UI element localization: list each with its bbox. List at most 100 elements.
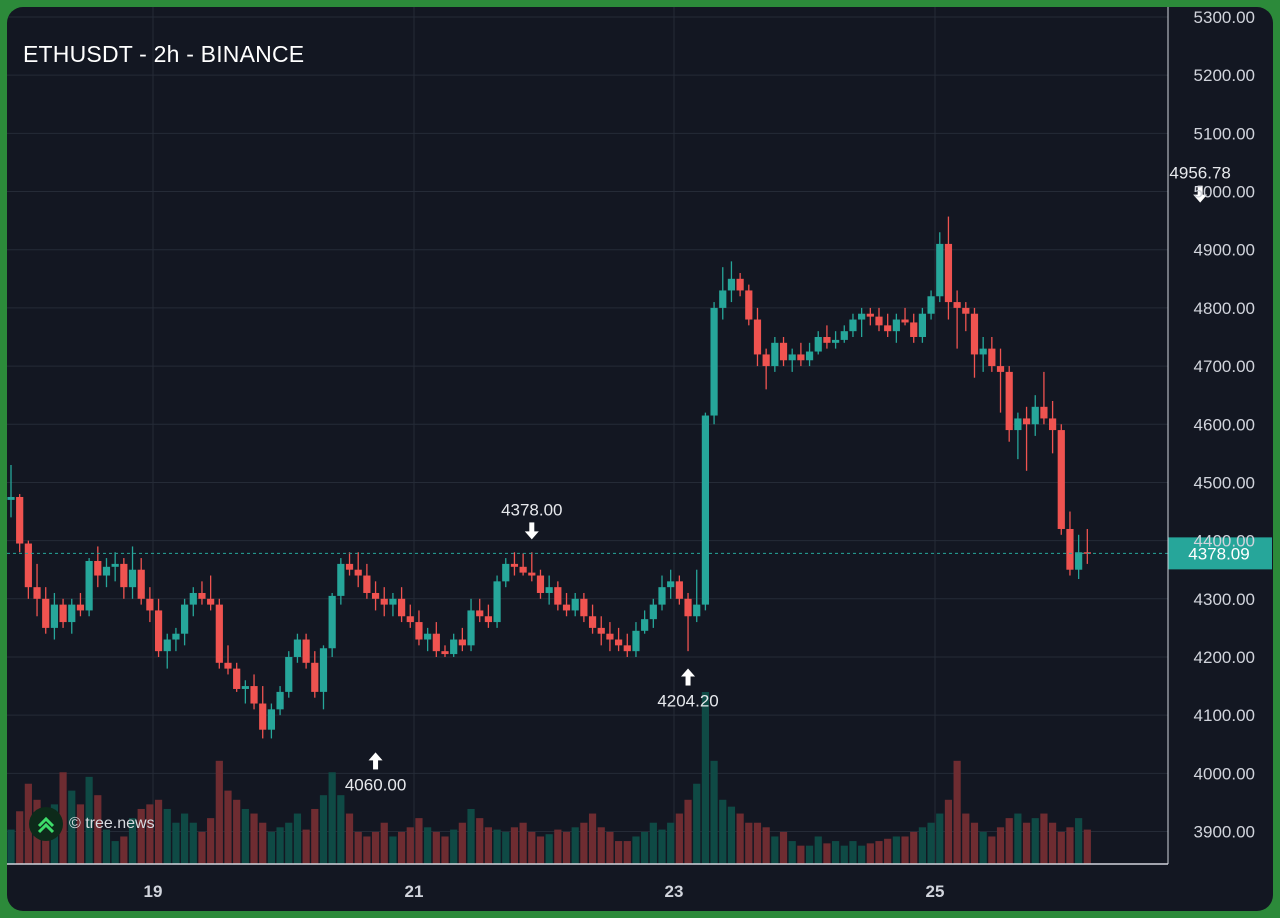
volume-bar bbox=[102, 829, 111, 864]
volume-bar bbox=[415, 818, 423, 864]
candle-body bbox=[1040, 406, 1048, 419]
volume-bar bbox=[354, 831, 362, 864]
candle-body bbox=[24, 543, 32, 588]
candle-body bbox=[224, 662, 232, 669]
volume-bar bbox=[94, 795, 102, 864]
volume-bar bbox=[606, 831, 614, 864]
volume-bar bbox=[832, 841, 840, 864]
candle-body bbox=[675, 581, 683, 599]
chart-panel: 4378.094378.004060.004204.204956.784334.… bbox=[7, 7, 1273, 911]
candle-body bbox=[406, 616, 414, 623]
candle-body bbox=[432, 633, 440, 652]
volume-bar bbox=[345, 813, 354, 864]
y-tick-label: 5300.00 bbox=[1194, 8, 1255, 27]
volume-bar bbox=[276, 827, 284, 864]
volume-bar bbox=[979, 831, 987, 864]
axes: 5300.00 5200.00 5100.00 5000.00 4900.00 4800.… bbox=[7, 7, 1255, 901]
volume-bar bbox=[1040, 813, 1048, 864]
candle-body bbox=[788, 354, 796, 361]
candle-body bbox=[528, 572, 536, 576]
volume-bar bbox=[1031, 818, 1039, 864]
volume-bar bbox=[944, 799, 953, 864]
candle-body bbox=[398, 598, 406, 617]
volume-bar bbox=[137, 808, 145, 864]
volume-bar bbox=[363, 836, 371, 864]
up-arrow-icon bbox=[685, 675, 691, 686]
volume-bar bbox=[319, 795, 328, 864]
candle-body bbox=[840, 331, 848, 340]
watermark: © tree.news bbox=[29, 807, 155, 841]
volume-bar bbox=[536, 836, 545, 864]
y-tick-label: 5100.00 bbox=[1194, 124, 1255, 143]
volume-bar bbox=[493, 829, 501, 864]
candle-body bbox=[59, 604, 67, 623]
volume-bar bbox=[380, 822, 388, 864]
candle-body bbox=[146, 598, 154, 611]
candle-body bbox=[536, 575, 545, 593]
volume-bar bbox=[554, 829, 562, 864]
candle-body bbox=[380, 598, 388, 605]
volume-bar bbox=[953, 760, 961, 864]
volume-bar bbox=[693, 783, 701, 864]
volume-bar bbox=[267, 831, 275, 864]
candle-body bbox=[424, 633, 432, 640]
candle-body bbox=[797, 354, 805, 361]
y-tick-label: 4900.00 bbox=[1194, 241, 1255, 260]
candle-body bbox=[1057, 430, 1065, 529]
volume-bar bbox=[189, 822, 197, 864]
y-tick-label: 5000.00 bbox=[1194, 183, 1255, 202]
y-tick-label: 4400.00 bbox=[1194, 532, 1255, 551]
candle-body bbox=[866, 313, 874, 317]
candle-body bbox=[259, 703, 267, 730]
candle-body bbox=[484, 616, 492, 623]
candle-body bbox=[805, 351, 814, 361]
volume-bar bbox=[510, 827, 519, 864]
volume-bar bbox=[866, 843, 874, 864]
chart-title: ETHUSDT - 2h - BINANCE bbox=[23, 41, 305, 67]
volume-bar bbox=[181, 813, 189, 864]
y-tick-label: 4200.00 bbox=[1194, 648, 1255, 667]
down-arrow-icon bbox=[1193, 194, 1208, 203]
volume-bar bbox=[154, 799, 163, 864]
volume-bar bbox=[519, 822, 527, 864]
volume-bar bbox=[207, 818, 215, 864]
candle-body bbox=[163, 639, 171, 652]
low-annotation-label: 4060.00 bbox=[345, 775, 406, 794]
volume-bar bbox=[632, 836, 640, 864]
volume-bar bbox=[467, 808, 475, 864]
volume-bar bbox=[936, 813, 944, 864]
volume-bar bbox=[736, 813, 744, 864]
candle-body bbox=[615, 639, 623, 646]
candle-body bbox=[667, 581, 675, 588]
volume-bar bbox=[16, 811, 24, 864]
volume-bar bbox=[311, 808, 319, 864]
candle-body bbox=[719, 290, 727, 308]
volume-bar bbox=[172, 822, 180, 864]
y-tick-label: 4600.00 bbox=[1194, 415, 1255, 434]
volume-bar bbox=[1066, 827, 1074, 864]
grid bbox=[7, 7, 1168, 864]
volume-bar bbox=[233, 799, 241, 864]
candle-body bbox=[597, 627, 605, 634]
volume-bar bbox=[797, 845, 805, 864]
volume-bar bbox=[389, 836, 397, 864]
candle-body bbox=[354, 569, 362, 576]
candle-body bbox=[658, 587, 666, 605]
candle-body bbox=[979, 348, 987, 355]
volume-bar bbox=[858, 845, 866, 864]
volume-bar bbox=[875, 841, 883, 864]
candle-body bbox=[267, 709, 275, 730]
volume-bar bbox=[76, 804, 85, 864]
candle-body bbox=[154, 610, 163, 652]
candle-body bbox=[693, 604, 701, 617]
candle-body bbox=[363, 575, 371, 593]
candle-body bbox=[33, 587, 41, 599]
candle-body bbox=[458, 639, 466, 646]
volume-bar bbox=[710, 760, 718, 864]
volume-bar bbox=[545, 834, 553, 864]
candle-body bbox=[1022, 418, 1031, 425]
candlestick-chart[interactable]: 4378.094378.004060.004204.204956.784334.… bbox=[7, 7, 1273, 911]
volume-bar bbox=[701, 692, 709, 864]
volume-bar bbox=[1057, 831, 1065, 864]
candle-body bbox=[345, 563, 354, 570]
